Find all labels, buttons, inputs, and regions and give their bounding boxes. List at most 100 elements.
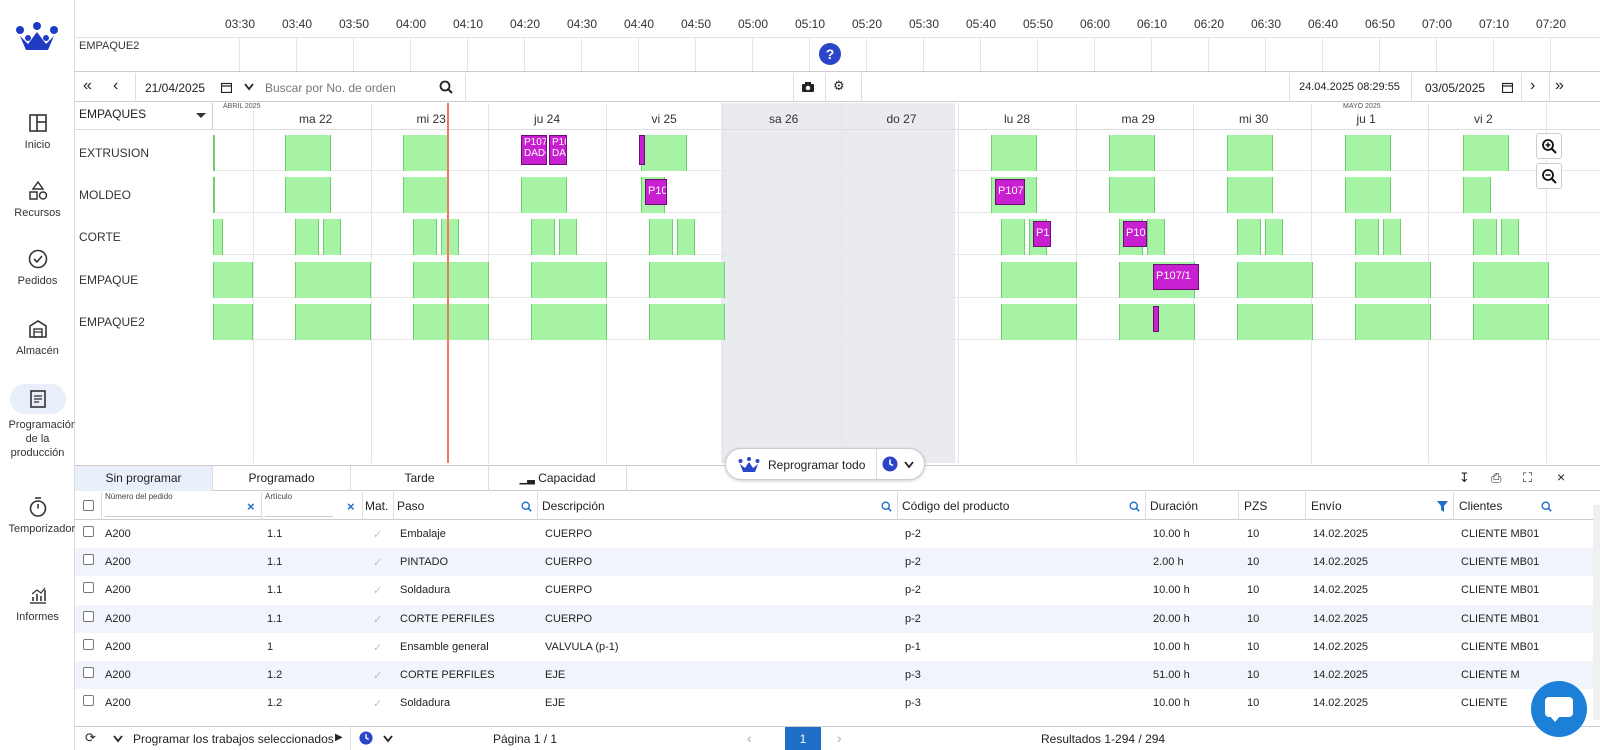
sidebar-item-informes[interactable]: Informes [0,584,75,624]
shift-block[interactable] [1345,135,1391,171]
shift-block[interactable] [1001,304,1077,340]
shift-block[interactable] [403,177,449,213]
shift-block[interactable] [1109,177,1155,213]
task-block[interactable]: P107 DADO [521,135,547,165]
sidebar-item-programacion[interactable]: Programación de la producción [0,384,77,460]
column-mat[interactable]: Mat. [365,499,389,513]
table-row[interactable]: ✓ A200 1.1 CORTE PERFILES CUERPO p-2 20.00 h 10… [75,604,1600,633]
column-duracion[interactable]: Duración [1150,499,1199,513]
shift-block[interactable] [1501,219,1519,255]
shift-block[interactable] [295,262,371,298]
shift-block[interactable] [1237,262,1313,298]
shift-block[interactable] [1473,304,1549,340]
shift-block[interactable] [1355,262,1431,298]
shift-block[interactable] [649,304,725,340]
shift-block[interactable] [1227,135,1273,171]
shift-block[interactable] [1237,219,1261,255]
close-icon[interactable]: × [1557,469,1566,485]
task-block[interactable] [1153,306,1159,332]
tab-capacidad[interactable]: ▁▃ Capacidad [489,466,627,491]
task-block[interactable] [639,135,645,165]
order-search-input[interactable]: Buscar por No. de orden [265,81,396,95]
sort-icon[interactable]: ↧ [1459,470,1470,485]
resource-label[interactable]: MOLDEO [79,188,132,202]
calendar-icon[interactable] [221,82,232,93]
resource-label[interactable]: EMPAQUE [79,273,139,287]
help-icon[interactable]: ? [819,43,841,65]
shift-block[interactable] [1463,177,1491,213]
clock-icon[interactable] [882,456,898,472]
chevron-down-icon[interactable] [113,735,123,743]
tab-tarde[interactable]: Tarde [351,466,489,491]
shift-block[interactable] [1383,219,1401,255]
shift-block[interactable] [1265,219,1283,255]
article-filter-input[interactable] [265,503,333,517]
row-checkbox[interactable] [83,610,94,622]
expand-icon[interactable]: ⛶ [1523,470,1533,485]
search-icon[interactable] [1541,501,1552,512]
date-from-input[interactable]: 21/04/2025 [145,81,206,95]
camera-icon[interactable] [801,81,815,93]
task-block[interactable]: P10 [645,179,667,205]
row-checkbox[interactable] [83,582,94,594]
reprogram-all-button[interactable]: Reprogramar todo [725,448,925,480]
row-checkbox[interactable] [83,526,94,537]
settings-gears-icon[interactable]: ⚙ [833,78,845,93]
shift-block[interactable] [1001,262,1077,298]
column-pzs[interactable]: PZS [1244,499,1268,513]
table-row[interactable]: ✓ A200 1.2 Soldadura EJE p-3 10.00 h 10 14.02.20… [75,689,1600,717]
shift-block[interactable] [213,135,215,171]
shift-block[interactable] [649,262,725,298]
chevron-down-icon[interactable] [383,735,393,743]
shift-block[interactable] [403,135,449,171]
search-icon[interactable] [439,80,453,94]
shift-block[interactable] [1473,262,1549,298]
table-row[interactable]: ✓ A200 1.1 PINTADO CUERPO p-2 2.00 h 10 14.02.20… [75,548,1600,577]
shift-block[interactable] [413,219,437,255]
task-block[interactable]: P10 [1123,221,1147,247]
shift-block[interactable] [991,135,1037,171]
table-row[interactable]: ✓ A200 1.2 CORTE PERFILES EJE p-3 51.00 h 10 14.… [75,661,1600,689]
crown-logo-icon[interactable] [16,22,58,54]
shift-block[interactable] [1237,304,1313,340]
sidebar-item-temporizador[interactable]: Temporizador [0,496,75,536]
resource-lane[interactable] [213,260,1600,298]
task-block[interactable]: P10 DA [549,135,567,165]
row-checkbox[interactable] [83,695,94,707]
next-page-icon[interactable]: › [837,730,842,746]
resource-label[interactable]: CORTE [79,230,121,244]
resource-lane[interactable] [213,175,1600,213]
column-paso[interactable]: Paso [397,499,425,513]
shift-block[interactable] [531,219,555,255]
shift-block[interactable] [1345,177,1391,213]
shift-block[interactable] [213,177,215,213]
sidebar-item-almacen[interactable]: Almacén [0,318,75,358]
resource-lane[interactable] [213,302,1600,340]
play-icon[interactable]: ▶ [335,732,343,743]
prev-icon[interactable]: ‹ [113,77,119,94]
shift-block[interactable] [413,304,489,340]
zoom-in-button[interactable] [1536,133,1562,159]
last-page-icon[interactable]: » [1555,77,1564,94]
shift-block[interactable] [213,304,253,340]
shift-block[interactable] [649,219,673,255]
column-descripcion[interactable]: Descripción [542,499,605,513]
shift-block[interactable] [1355,219,1379,255]
sidebar-item-inicio[interactable]: Inicio [0,112,75,152]
shift-block[interactable] [323,219,341,255]
row-checkbox[interactable] [83,554,94,566]
chevron-down-icon[interactable] [904,461,914,469]
clear-filter-icon[interactable]: × [347,499,355,514]
table-row[interactable]: ✓ A200 1 Ensamble general VALVULA (p-1) p-1 10… [75,633,1600,661]
shift-block[interactable] [1227,177,1273,213]
shift-block[interactable] [677,219,695,255]
row-checkbox[interactable] [83,638,94,650]
zoom-out-button[interactable] [1536,163,1562,189]
resource-lane[interactable] [213,217,1600,255]
shift-block[interactable] [213,262,253,298]
shift-block[interactable] [521,177,567,213]
shift-block[interactable] [641,135,687,171]
next-icon[interactable]: › [1530,77,1536,94]
clock-icon[interactable] [359,731,373,745]
search-icon[interactable] [521,501,532,512]
